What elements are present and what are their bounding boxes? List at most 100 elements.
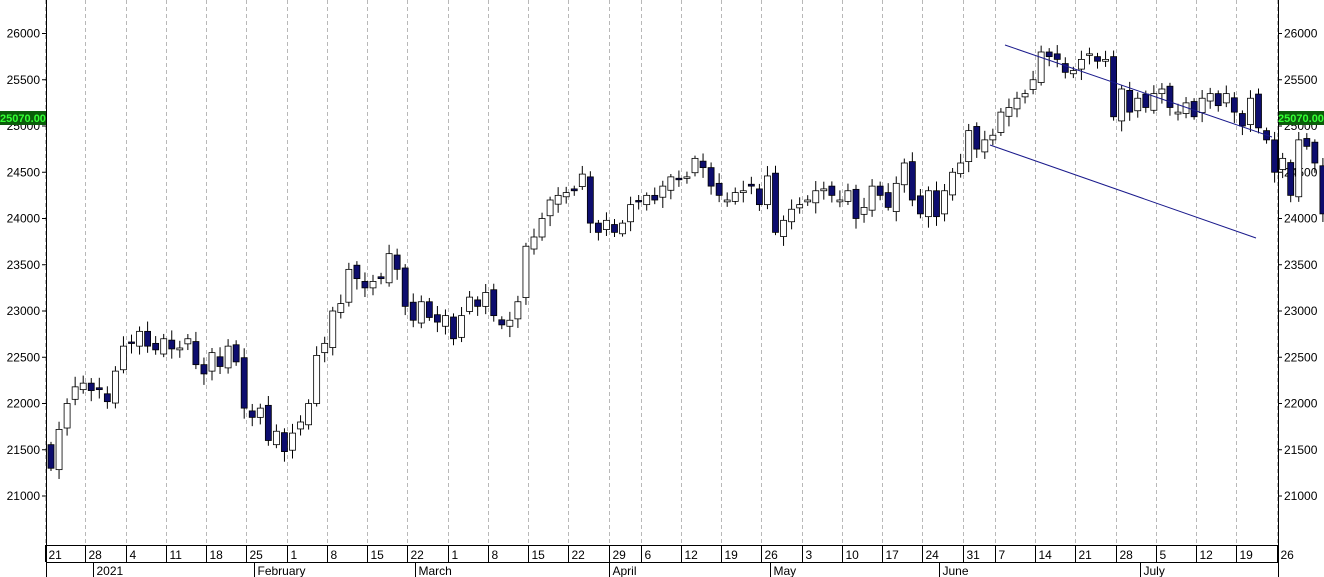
x-tick-label: 12	[685, 548, 699, 562]
candle-up	[739, 190, 747, 194]
x-tick-label: 14	[1039, 548, 1053, 562]
candle-up	[1174, 111, 1182, 115]
candle-down	[1239, 113, 1246, 127]
x-tick-label: 7	[999, 548, 1006, 562]
candle-up	[79, 382, 87, 391]
candle-up	[1198, 97, 1206, 113]
candle-down	[884, 192, 892, 208]
candle-down	[908, 161, 916, 201]
candle-up	[619, 222, 626, 235]
x-tick-label: 25	[250, 548, 264, 562]
candle-down	[474, 299, 482, 307]
candle-up	[305, 403, 313, 426]
candle-up	[812, 190, 820, 204]
candle-down	[699, 160, 707, 169]
y-tick-label: 24000	[1284, 212, 1318, 226]
candle-up	[764, 175, 771, 206]
candle-down	[1303, 138, 1311, 147]
month-label: July	[1144, 564, 1165, 577]
candle-up	[176, 347, 184, 351]
candle-up	[1069, 70, 1077, 75]
candle-down	[876, 185, 884, 196]
candle-up	[120, 345, 127, 371]
last-price-label-right: 25070.00	[1278, 113, 1324, 125]
candle-up	[506, 319, 514, 327]
candle-up	[892, 182, 900, 212]
candle-down	[675, 177, 683, 181]
candle-down	[200, 364, 208, 375]
candle-up	[554, 194, 562, 205]
x-tick-label: 4	[130, 548, 137, 562]
candle-up	[297, 421, 304, 430]
candle-down	[216, 356, 224, 367]
candle-up	[1134, 97, 1142, 112]
y-tick-label: 23500	[7, 258, 41, 272]
candle-down	[248, 410, 256, 418]
candle-down	[852, 188, 860, 219]
candle-up	[160, 338, 168, 355]
candle-down	[747, 183, 755, 187]
x-tick-label: 29	[613, 548, 627, 562]
candle-down	[1255, 93, 1262, 129]
candle-down	[1110, 56, 1117, 118]
candle-up	[1206, 93, 1214, 102]
candle-down	[772, 172, 779, 233]
candle-up	[112, 370, 119, 404]
candle-down	[393, 254, 401, 270]
y-tick-label: 26000	[1284, 27, 1318, 41]
candle-down	[570, 188, 578, 192]
candle-up	[691, 157, 699, 174]
candle-up	[1086, 53, 1093, 56]
candle-down	[433, 314, 441, 323]
candle-up	[345, 268, 353, 303]
candle-down	[651, 194, 659, 201]
candle-up	[949, 171, 956, 196]
x-tick-label: 15	[532, 548, 546, 562]
candle-down	[1214, 93, 1222, 107]
candle-up	[1102, 59, 1109, 62]
candle-down	[281, 432, 288, 453]
trend-channel	[989, 44, 1273, 239]
y-tick-label: 25500	[7, 73, 41, 87]
x-tick-label: 26	[1281, 548, 1295, 562]
candle-up	[659, 185, 667, 198]
month-label: February	[258, 564, 306, 577]
last-price-badges: 25070.00 25070.00	[0, 111, 1324, 125]
candle-up	[562, 192, 570, 198]
x-tick-label: 26	[765, 548, 779, 562]
candle-down	[715, 182, 723, 196]
candle-down	[1061, 63, 1069, 73]
candle-down	[232, 344, 240, 363]
y-tick-label: 23500	[1284, 258, 1318, 272]
candle-down	[498, 319, 506, 326]
last-price-badge-left	[0, 111, 46, 125]
candle-up	[1029, 79, 1037, 90]
y-tick-label: 24000	[7, 212, 41, 226]
candle-down	[1287, 162, 1295, 196]
candle-up	[820, 188, 828, 192]
upper-trendline	[1004, 44, 1273, 138]
candle-down	[353, 264, 361, 280]
candle-up	[208, 352, 216, 372]
candle-up	[788, 208, 795, 223]
x-tick-label: 8	[331, 548, 338, 562]
candle-up	[1078, 59, 1085, 70]
candle-down	[95, 387, 103, 391]
candle-down	[377, 276, 385, 280]
y-tick-label: 21000	[7, 489, 41, 503]
candle-up	[1279, 157, 1287, 170]
month-label: 2021	[97, 564, 124, 577]
x-tick-label: 17	[886, 548, 900, 562]
candle-up	[603, 219, 610, 231]
candle-up	[442, 315, 449, 327]
y-tick-label: 23000	[1284, 304, 1318, 318]
last-price-label-left: 25070.00	[0, 113, 46, 125]
candle-down	[192, 341, 200, 366]
y-tick-label: 21500	[7, 443, 41, 457]
candle-down	[828, 185, 836, 196]
candle-up	[925, 190, 932, 218]
candle-down	[47, 444, 55, 469]
candle-up	[385, 253, 393, 284]
candle-up	[1021, 93, 1029, 98]
